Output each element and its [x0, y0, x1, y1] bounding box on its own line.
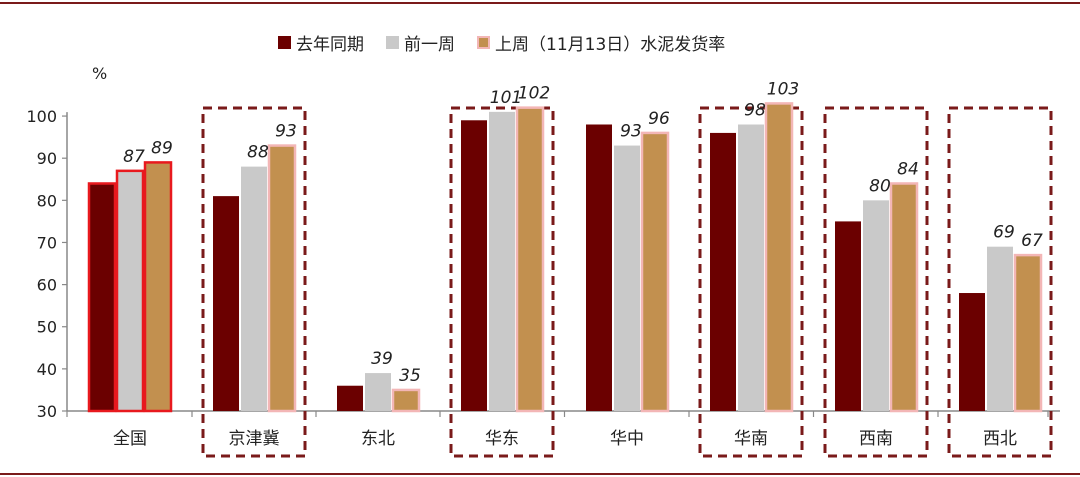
y-tick-label: 70	[37, 233, 57, 252]
bar-华南-series-1	[738, 124, 764, 411]
data-label: 87	[123, 147, 145, 167]
highlight-box-西南	[823, 106, 929, 458]
data-label: 93	[620, 122, 642, 142]
bar-全国-series-0	[87, 182, 117, 413]
category-label: 华中	[610, 429, 644, 449]
bar-西北-series-0	[959, 293, 985, 411]
legend-label-last-week: 上周（11月13日）水泥发货率	[495, 35, 726, 55]
category-label: 西北	[983, 429, 1017, 449]
bar-西南-series-0	[835, 221, 861, 411]
data-label: 101	[490, 88, 522, 108]
bar-东北-series-0	[337, 385, 363, 411]
category-label: 华南	[734, 429, 768, 449]
chart-legend: 去年同期 前一周 上周（11月13日）水泥发货率	[278, 30, 747, 55]
data-label: 103	[767, 79, 799, 99]
legend-label-previous-week: 前一周	[404, 35, 455, 55]
legend-item-last-year: 去年同期	[278, 30, 364, 55]
data-label: 98	[744, 100, 766, 120]
y-tick-label: 30	[37, 402, 57, 421]
data-label: 93	[275, 122, 297, 142]
bar-全国-series-1	[115, 169, 145, 413]
data-label: 35	[399, 366, 421, 386]
data-label: 84	[897, 159, 919, 179]
category-label: 西南	[859, 429, 893, 449]
category-label: 京津冀	[229, 429, 280, 449]
bar-西南-series-1	[863, 200, 889, 411]
bar-西北-series-1	[987, 246, 1013, 411]
highlight-box-华南	[698, 106, 804, 458]
data-label: 69	[993, 223, 1015, 243]
bar-京津冀-series-0	[213, 196, 239, 411]
bar-华南-series-0	[710, 132, 736, 412]
legend-label-last-year: 去年同期	[296, 35, 364, 55]
y-tick-label: 60	[37, 276, 57, 295]
y-tick-label: 80	[37, 191, 57, 210]
bar-华中-series-2	[640, 131, 670, 413]
legend-item-previous-week: 前一周	[386, 30, 455, 55]
bar-华东-series-0	[461, 120, 487, 411]
category-label: 全国	[113, 429, 147, 449]
highlight-box-华东	[449, 106, 555, 458]
data-label: 39	[371, 349, 393, 369]
data-label: 80	[869, 176, 891, 196]
bar-东北-series-1	[365, 373, 391, 411]
bar-京津冀-series-1	[241, 166, 267, 411]
bar-华中-series-0	[586, 124, 612, 411]
bar-京津冀-series-2	[267, 144, 297, 413]
data-label: 96	[648, 109, 670, 129]
data-label: 88	[247, 143, 269, 163]
y-axis-unit-label: %	[92, 64, 108, 83]
bar-华东-series-1	[489, 111, 515, 411]
y-tick-label: 100	[26, 107, 57, 126]
bar-华中-series-1	[614, 145, 640, 411]
data-label: 89	[151, 138, 173, 158]
data-label: 102	[518, 84, 550, 104]
category-label: 东北	[361, 429, 395, 449]
bar-华南-series-2	[764, 102, 794, 413]
bar-华东-series-2	[515, 106, 545, 413]
bar-东北-series-2	[391, 388, 421, 413]
legend-item-last-week: 上周（11月13日）水泥发货率	[477, 30, 725, 55]
category-label: 华东	[485, 429, 519, 449]
y-tick-label: 40	[37, 360, 57, 379]
y-tick-label: 90	[37, 149, 57, 168]
bar-全国-series-2	[143, 161, 173, 413]
y-tick-label: 50	[37, 318, 57, 337]
legend-swatch-last-week	[477, 36, 490, 49]
highlight-box-西北	[947, 106, 1053, 458]
highlight-box-京津冀	[201, 106, 307, 458]
legend-swatch-previous-week	[386, 36, 399, 49]
legend-swatch-last-year	[278, 36, 291, 49]
bar-西北-series-2	[1013, 253, 1043, 413]
data-label: 67	[1021, 231, 1043, 251]
bar-西南-series-2	[889, 182, 919, 413]
